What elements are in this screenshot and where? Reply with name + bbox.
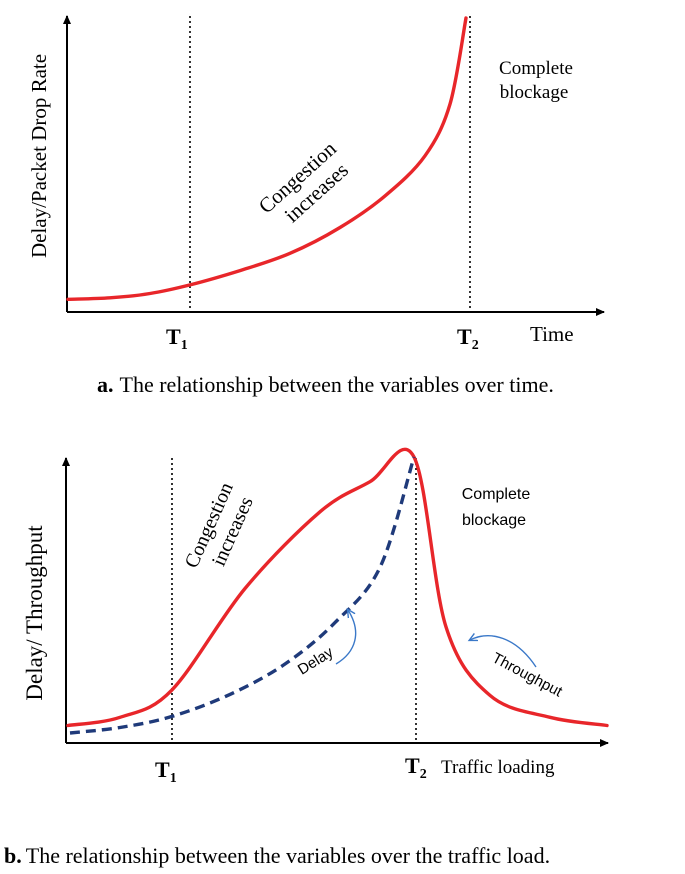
chart-b: Delay/ Throughput T1 T2 Traffic loading …: [4, 447, 609, 868]
chart-a-t2-tick-label: T2: [457, 324, 479, 353]
chart-b-congestion-annotation: Congestion increases: [181, 479, 258, 571]
chart-b-blockage-line1: Complete: [462, 486, 531, 503]
chart-a: Delay/Packet Drop Rate T1 T2 Time Conges…: [27, 15, 605, 397]
chart-a-y-axis-label: Delay/Packet Drop Rate: [27, 54, 51, 258]
chart-a-caption: a. The relationship between the variables…: [97, 372, 554, 397]
chart-b-delay-label: Delay: [295, 644, 337, 679]
chart-a-blockage-line2: blockage: [500, 82, 569, 103]
chart-b-blockage-line2: blockage: [462, 512, 526, 529]
chart-b-delay-arrow: [335, 610, 357, 665]
chart-a-blockage-line1: Complete: [499, 58, 573, 79]
chart-b-y-axis-label: Delay/ Throughput: [22, 525, 47, 701]
chart-a-series-line: [66, 16, 468, 301]
chart-b-t1-tick-label: T1: [155, 757, 177, 786]
chart-b-dashed-series-line: [69, 456, 416, 735]
chart-b-t2-tick-label: T2: [405, 753, 427, 782]
chart-b-x-axis-label: Traffic loading: [441, 757, 555, 778]
chart-a-t1-tick-label: T1: [166, 324, 188, 353]
chart-b-throughput-arrow: [470, 636, 537, 668]
chart-b-caption: b. The relationship between the variables…: [4, 843, 550, 868]
chart-a-congestion-annotation: Congestion increases: [254, 136, 353, 227]
chart-a-x-axis-label: Time: [530, 322, 574, 346]
chart-b-throughput-label: Throughput: [489, 650, 565, 701]
chart-b-solid-series-line: [66, 447, 609, 728]
